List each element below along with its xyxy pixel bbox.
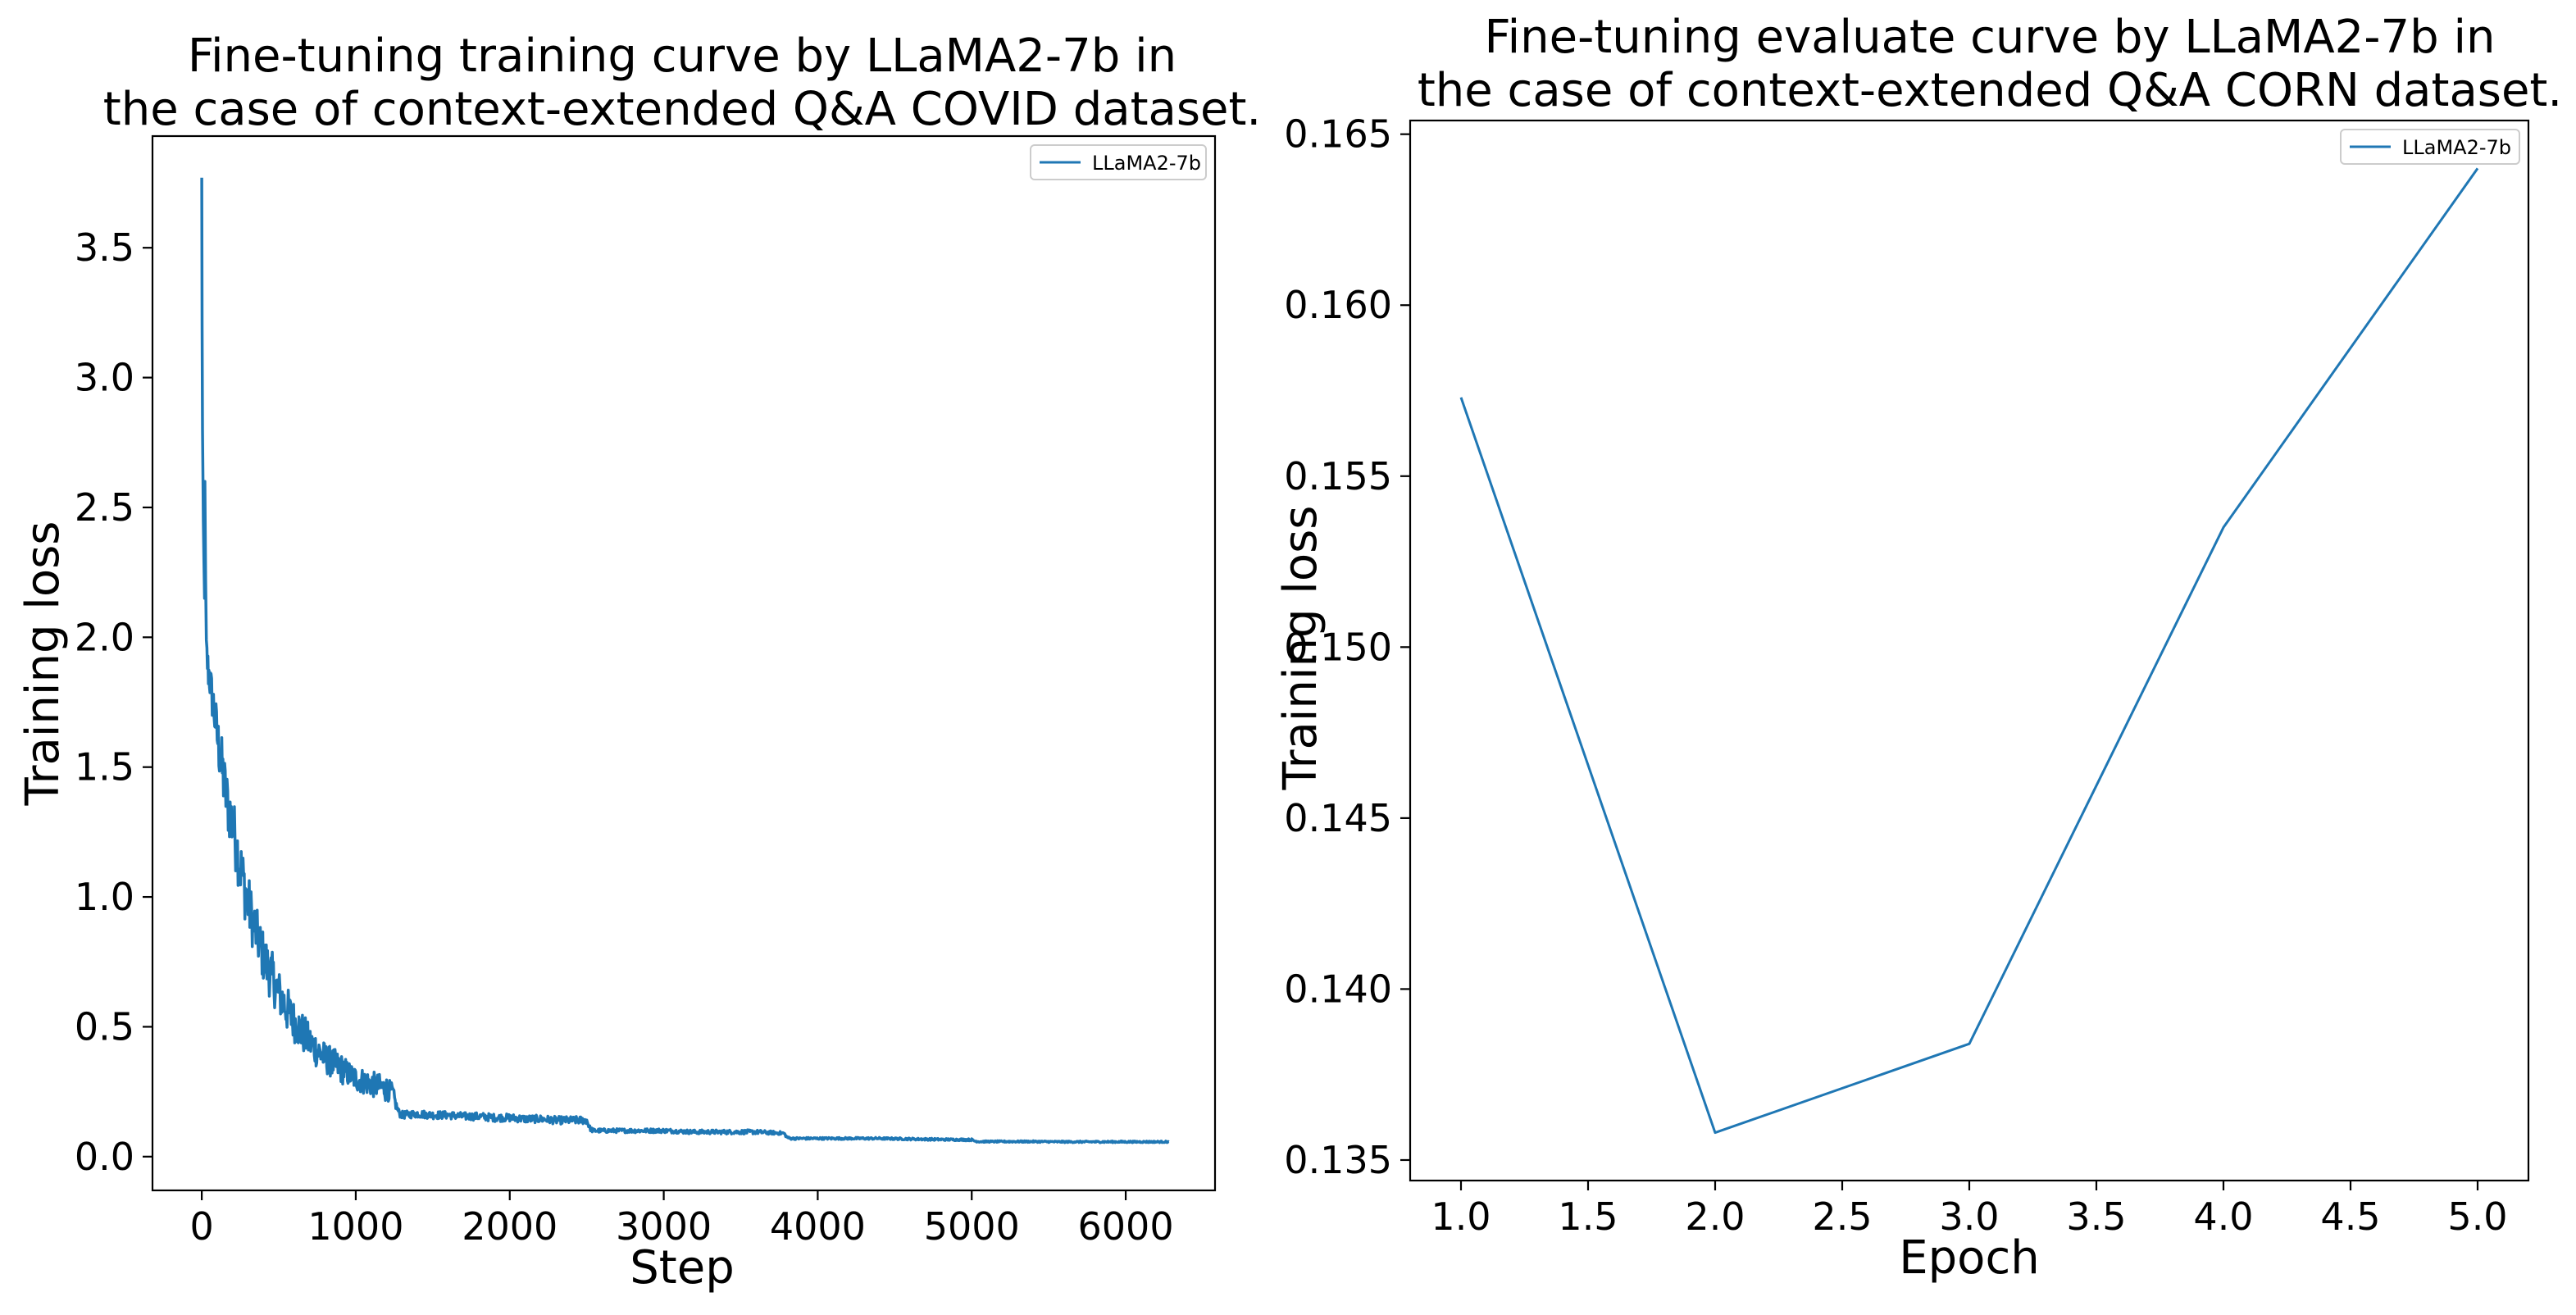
- y-tick-label: 0.155: [1284, 454, 1392, 498]
- x-tick-label: 4000: [770, 1204, 866, 1249]
- y-tick-label: 0.135: [1284, 1138, 1392, 1182]
- chart-title-line-1: Fine-tuning evaluate curve by LLaMA2-7b …: [1484, 11, 2495, 64]
- legend-box: [1030, 144, 1207, 180]
- x-tick-label: 2000: [462, 1204, 558, 1249]
- legend: LLaMA2-7b: [2340, 129, 2520, 165]
- y-tick-label: 0.145: [1284, 796, 1392, 840]
- x-tick-label: 4.5: [2320, 1194, 2380, 1239]
- x-tick-label: 1000: [307, 1204, 403, 1249]
- x-axis-label: Epoch: [1899, 1231, 2039, 1285]
- y-tick-label: 3.0: [75, 356, 134, 400]
- x-tick-label: 4.0: [2193, 1194, 2253, 1239]
- evaluate-curve-chart: Fine-tuning evaluate curve by LLaMA2-7b …: [1274, 11, 2562, 1285]
- series-line-llama2-7b: [200, 177, 1170, 1144]
- y-tick-label: 3.5: [75, 225, 134, 270]
- x-tick-label: 2.5: [1812, 1194, 1872, 1239]
- y-axis-label: Training loss: [1274, 506, 1327, 791]
- x-tick-label: 3000: [616, 1204, 712, 1249]
- y-tick-label: 0.150: [1284, 625, 1392, 669]
- legend: LLaMA2-7b: [1030, 144, 1207, 180]
- legend-entry: LLaMA2-7b: [2402, 136, 2511, 159]
- chart-title-line-2: the case of context-extended Q&A COVID d…: [103, 83, 1261, 136]
- y-tick-label: 2.0: [75, 615, 134, 659]
- legend-entry: LLaMA2-7b: [1092, 152, 1201, 175]
- y-axis-label: Training loss: [16, 521, 70, 807]
- training-curve-chart: Fine-tuning training curve by LLaMA2-7b …: [16, 30, 1261, 1295]
- plot-area: [1409, 119, 2530, 1182]
- x-tick-label: 5000: [924, 1204, 1020, 1249]
- chart-title-line-2: the case of context-extended Q&A CORN da…: [1418, 64, 2562, 117]
- x-tick-label: 1.5: [1558, 1194, 1618, 1239]
- y-tick-label: 1.0: [75, 875, 134, 919]
- x-tick-label: 3.0: [1939, 1194, 1999, 1239]
- x-tick-label: 6000: [1078, 1204, 1174, 1249]
- y-tick-label: 0.165: [1284, 112, 1392, 157]
- y-tick-label: 0.0: [75, 1135, 134, 1179]
- x-tick-label: 2.0: [1685, 1194, 1745, 1239]
- y-tick-label: 1.5: [75, 745, 134, 789]
- legend-box: [2340, 129, 2520, 165]
- x-tick-label: 1.0: [1431, 1194, 1491, 1239]
- y-tick-label: 2.5: [75, 485, 134, 530]
- plot-area: [151, 134, 1217, 1192]
- y-tick-label: 0.160: [1284, 283, 1392, 327]
- series-line-llama2-7b: [1459, 167, 2479, 1135]
- x-tick-label: 5.0: [2447, 1194, 2507, 1239]
- x-tick-label: 0: [189, 1204, 213, 1249]
- y-tick-label: 0.140: [1284, 967, 1392, 1011]
- chart-title-line-1: Fine-tuning training curve by LLaMA2-7b …: [188, 30, 1176, 83]
- x-tick-label: 3.5: [2066, 1194, 2126, 1239]
- x-axis-label: Step: [630, 1241, 735, 1295]
- y-tick-label: 0.5: [75, 1004, 134, 1049]
